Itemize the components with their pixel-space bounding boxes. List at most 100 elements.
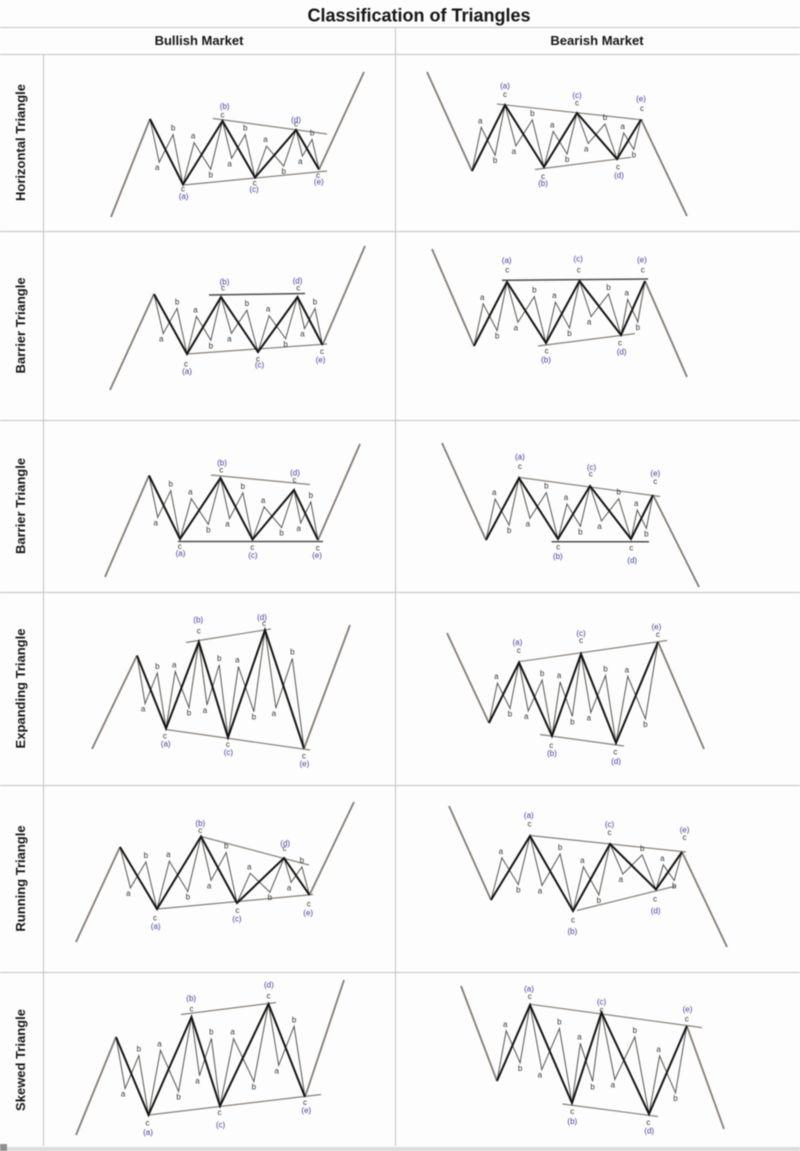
svg-text:c: c <box>293 476 297 485</box>
svg-text:b: b <box>606 283 611 292</box>
svg-text:a: a <box>153 518 158 527</box>
svg-text:a: a <box>155 163 160 172</box>
svg-text:c: c <box>197 626 201 635</box>
svg-text:b: b <box>243 124 248 133</box>
svg-text:a: a <box>261 496 266 505</box>
svg-text:a: a <box>157 1039 162 1048</box>
svg-text:(a): (a) <box>143 1128 153 1137</box>
svg-text:c: c <box>198 826 202 835</box>
svg-text:(e): (e) <box>312 551 322 560</box>
svg-text:a: a <box>287 883 292 892</box>
svg-text:c: c <box>262 619 266 628</box>
svg-text:b: b <box>137 1045 142 1054</box>
svg-text:c: c <box>256 354 260 363</box>
svg-text:b: b <box>565 155 570 164</box>
svg-text:a: a <box>227 159 232 168</box>
svg-text:b: b <box>640 844 645 853</box>
svg-text:c: c <box>685 1015 689 1024</box>
svg-text:(d): (d) <box>611 757 621 766</box>
svg-text:(d): (d) <box>291 116 301 125</box>
svg-text:(b): (b) <box>220 277 230 286</box>
svg-text:a: a <box>191 132 196 141</box>
svg-text:a: a <box>512 147 517 156</box>
svg-text:(e): (e) <box>652 622 662 631</box>
svg-text:(a): (a) <box>161 739 171 748</box>
svg-text:c: c <box>577 266 581 275</box>
svg-text:b: b <box>493 156 498 165</box>
svg-text:a: a <box>550 120 555 129</box>
svg-text:a: a <box>587 714 592 723</box>
svg-text:c: c <box>589 470 593 479</box>
svg-text:b: b <box>155 662 160 671</box>
svg-text:b: b <box>144 851 149 860</box>
svg-text:(c): (c) <box>576 629 586 638</box>
svg-text:Bullish Market: Bullish Market <box>155 33 245 48</box>
svg-text:c: c <box>646 1118 650 1127</box>
svg-text:a: a <box>577 1032 582 1041</box>
svg-text:(a): (a) <box>179 192 189 201</box>
svg-text:b: b <box>570 717 575 726</box>
svg-text:a: a <box>235 656 240 665</box>
svg-text:b: b <box>540 669 545 678</box>
svg-text:(d): (d) <box>617 348 627 357</box>
svg-text:b: b <box>603 113 608 122</box>
svg-text:c: c <box>283 844 287 853</box>
svg-text:b: b <box>644 529 649 538</box>
svg-text:b: b <box>578 527 583 536</box>
svg-text:c: c <box>656 630 660 639</box>
svg-text:b: b <box>209 1027 214 1036</box>
svg-text:c: c <box>190 1004 194 1013</box>
svg-text:(c): (c) <box>224 748 234 757</box>
svg-text:c: c <box>320 347 324 356</box>
svg-text:b: b <box>672 882 677 891</box>
svg-text:(c): (c) <box>216 1121 226 1130</box>
svg-text:b: b <box>292 1015 297 1024</box>
svg-text:c: c <box>579 636 583 645</box>
svg-text:Classification of Triangles: Classification of Triangles <box>307 6 530 26</box>
svg-text:b: b <box>290 647 295 656</box>
svg-text:b: b <box>632 151 637 160</box>
svg-text:(e): (e) <box>683 1005 693 1014</box>
svg-text:b: b <box>206 525 211 534</box>
svg-text:(d): (d) <box>644 1127 654 1136</box>
svg-text:a: a <box>300 330 305 339</box>
svg-text:b: b <box>643 720 648 729</box>
svg-text:b: b <box>268 893 273 902</box>
svg-text:(b): (b) <box>220 102 230 111</box>
svg-text:(c): (c) <box>255 361 265 370</box>
svg-text:c: c <box>616 162 620 171</box>
svg-text:c: c <box>528 992 532 1001</box>
svg-text:(b): (b) <box>217 459 227 468</box>
svg-text:a: a <box>225 520 230 529</box>
svg-text:b: b <box>516 886 521 895</box>
svg-text:a: a <box>584 144 589 153</box>
svg-text:(a): (a) <box>524 985 534 994</box>
svg-text:b: b <box>209 341 214 350</box>
svg-text:b: b <box>567 329 572 338</box>
svg-text:a: a <box>296 524 301 533</box>
svg-text:a: a <box>611 1081 616 1090</box>
svg-text:(a): (a) <box>502 256 512 265</box>
svg-text:a: a <box>203 706 208 715</box>
svg-text:a: a <box>587 318 592 327</box>
svg-text:(b): (b) <box>553 552 563 561</box>
svg-text:b: b <box>495 332 500 341</box>
svg-text:a: a <box>620 122 625 131</box>
svg-text:c: c <box>163 732 167 741</box>
svg-text:b: b <box>176 1093 181 1102</box>
svg-text:c: c <box>571 916 575 925</box>
svg-text:a: a <box>478 116 483 125</box>
svg-text:a: a <box>552 291 557 300</box>
svg-text:c: c <box>226 740 230 749</box>
svg-text:a: a <box>274 1066 279 1075</box>
svg-text:(e): (e) <box>301 1106 311 1115</box>
svg-text:(c): (c) <box>587 463 597 472</box>
svg-text:c: c <box>613 747 617 756</box>
svg-text:Skewed Triangle: Skewed Triangle <box>13 1009 28 1111</box>
svg-text:a: a <box>263 135 268 144</box>
svg-text:c: c <box>517 646 521 655</box>
svg-text:c: c <box>618 339 622 348</box>
svg-text:a: a <box>660 854 665 863</box>
svg-text:b: b <box>313 298 318 307</box>
svg-text:a: a <box>656 1045 661 1054</box>
